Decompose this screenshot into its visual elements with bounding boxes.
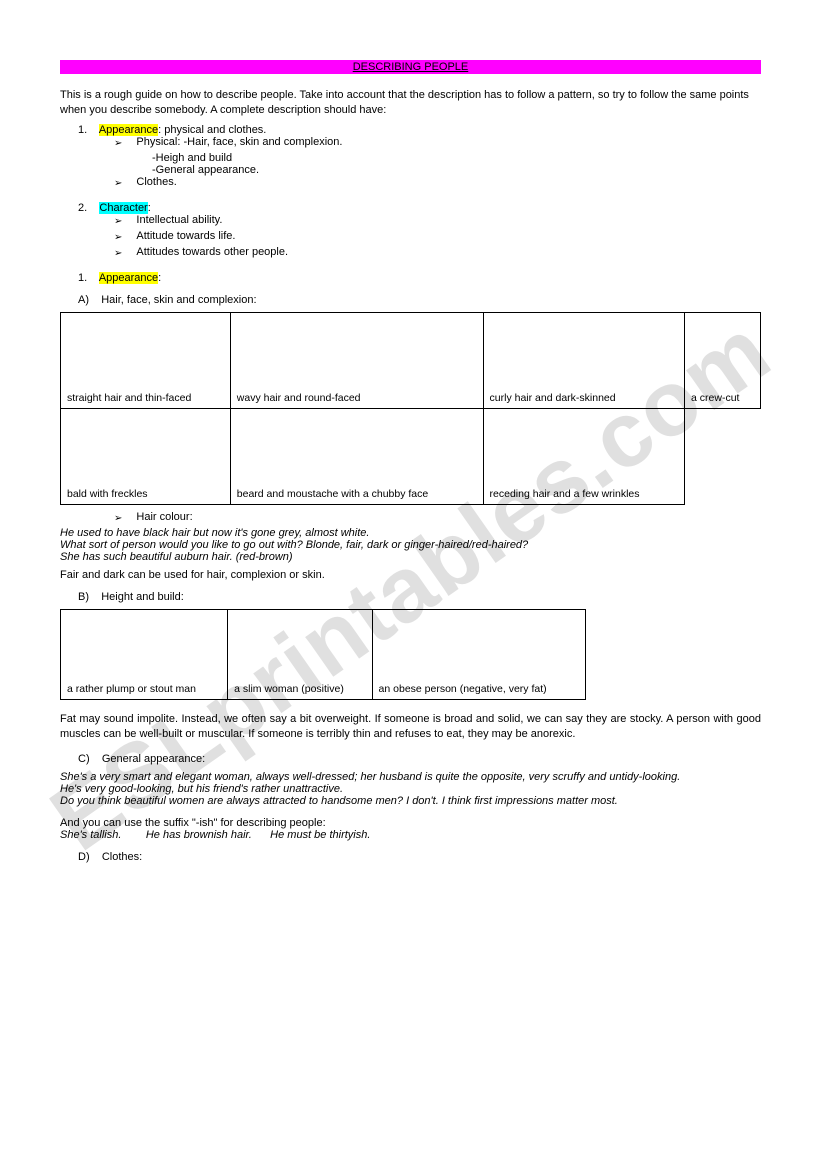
cell: bald with freckles bbox=[61, 408, 231, 504]
bullet-arrow-icon: ➢ bbox=[114, 176, 122, 191]
secD-label: D) bbox=[78, 851, 90, 863]
bullet-arrow-icon: ➢ bbox=[114, 136, 122, 151]
bullet-arrow-icon: ➢ bbox=[114, 246, 122, 261]
bullet-arrow-icon: ➢ bbox=[114, 214, 122, 229]
secA: A) Hair, face, skin and complexion: bbox=[60, 294, 761, 306]
list1-b: Clothes. bbox=[136, 176, 176, 188]
secA-text: Hair, face, skin and complexion: bbox=[101, 294, 256, 306]
table-appearance: straight hair and thin-faced wavy hair a… bbox=[60, 312, 761, 505]
list1-sublist: ➢ Physical: -Hair, face, skin and complex… bbox=[60, 136, 761, 151]
list2-after: : bbox=[148, 202, 151, 214]
hair-note: Fair and dark can be used for hair, comp… bbox=[60, 569, 761, 581]
cell: an obese person (negative, very fat) bbox=[372, 609, 585, 699]
list1-heading: 1. Appearance: physical and clothes. bbox=[60, 124, 761, 136]
cell-empty bbox=[685, 408, 761, 504]
cell: a crew-cut bbox=[685, 312, 761, 408]
section1-label: Appearance bbox=[99, 272, 158, 284]
document-page: DESCRIBING PEOPLE This is a rough guide … bbox=[0, 0, 821, 903]
list2-label: Character bbox=[99, 202, 147, 214]
title-bar: DESCRIBING PEOPLE bbox=[60, 60, 761, 74]
list1-a2: -General appearance. bbox=[60, 164, 761, 176]
list1-label: Appearance bbox=[99, 124, 158, 136]
list2-num: 2. bbox=[78, 202, 87, 214]
secB-text: Height and build: bbox=[101, 591, 184, 603]
cell: receding hair and a few wrinkles bbox=[483, 408, 685, 504]
hair-ex1: He used to have black hair but now it's … bbox=[60, 527, 761, 539]
fat-note: Fat may sound impolite. Instead, we ofte… bbox=[60, 712, 761, 742]
secC: C) General appearance: bbox=[60, 753, 761, 765]
list2-b: Attitude towards life. bbox=[136, 230, 235, 242]
list2-heading: 2. Character: bbox=[60, 202, 761, 214]
secC-text: General appearance: bbox=[102, 753, 205, 765]
list2-a: Intellectual ability. bbox=[136, 214, 222, 226]
cell: beard and moustache with a chubby face bbox=[230, 408, 483, 504]
section1-heading: 1. Appearance: bbox=[60, 272, 761, 284]
secD-text: Clothes: bbox=[102, 851, 142, 863]
list2-sublist: ➢ Intellectual ability. ➢ Attitude towards… bbox=[60, 214, 761, 261]
ish-intro: And you can use the suffix "-ish" for de… bbox=[60, 817, 761, 829]
section1-num: 1. bbox=[78, 272, 87, 284]
secC-label: C) bbox=[78, 753, 90, 765]
list1-num: 1. bbox=[78, 124, 87, 136]
table-row: bald with freckles beard and moustache w… bbox=[61, 408, 761, 504]
bullet-arrow-icon: ➢ bbox=[114, 230, 122, 245]
hair-colour-label: Hair colour: bbox=[136, 511, 192, 523]
secB: B) Height and build: bbox=[60, 591, 761, 603]
list2-c: Attitudes towards other people. bbox=[136, 246, 288, 258]
c-ex3: Do you think beautiful women are always … bbox=[60, 795, 761, 807]
list1-a: Physical: -Hair, face, skin and complexi… bbox=[136, 136, 342, 148]
list1-a1: -Heigh and build bbox=[60, 152, 761, 164]
cell: curly hair and dark-skinned bbox=[483, 312, 685, 408]
section1-after: : bbox=[158, 272, 161, 284]
cell: a slim woman (positive) bbox=[228, 609, 372, 699]
ish-ex: She's tallish. He has brownish hair. He … bbox=[60, 829, 761, 841]
secD: D) Clothes: bbox=[60, 851, 761, 863]
intro-text: This is a rough guide on how to describe… bbox=[60, 88, 761, 118]
cell: straight hair and thin-faced bbox=[61, 312, 231, 408]
hair-ex2: What sort of person would you like to go… bbox=[60, 539, 761, 551]
list1-after: : physical and clothes. bbox=[158, 124, 266, 136]
secB-label: B) bbox=[78, 591, 89, 603]
bullet-arrow-icon: ➢ bbox=[114, 511, 122, 526]
secA-label: A) bbox=[78, 294, 89, 306]
table-build: a rather plump or stout man a slim woman… bbox=[60, 609, 586, 700]
c-ex1: She's a very smart and elegant woman, al… bbox=[60, 771, 761, 783]
cell: a rather plump or stout man bbox=[61, 609, 228, 699]
table-row: a rather plump or stout man a slim woman… bbox=[61, 609, 586, 699]
cell: wavy hair and round-faced bbox=[230, 312, 483, 408]
hair-ex3: She has such beautiful auburn hair. (red… bbox=[60, 551, 761, 563]
table-row: straight hair and thin-faced wavy hair a… bbox=[61, 312, 761, 408]
c-ex2: He's very good-looking, but his friend's… bbox=[60, 783, 761, 795]
